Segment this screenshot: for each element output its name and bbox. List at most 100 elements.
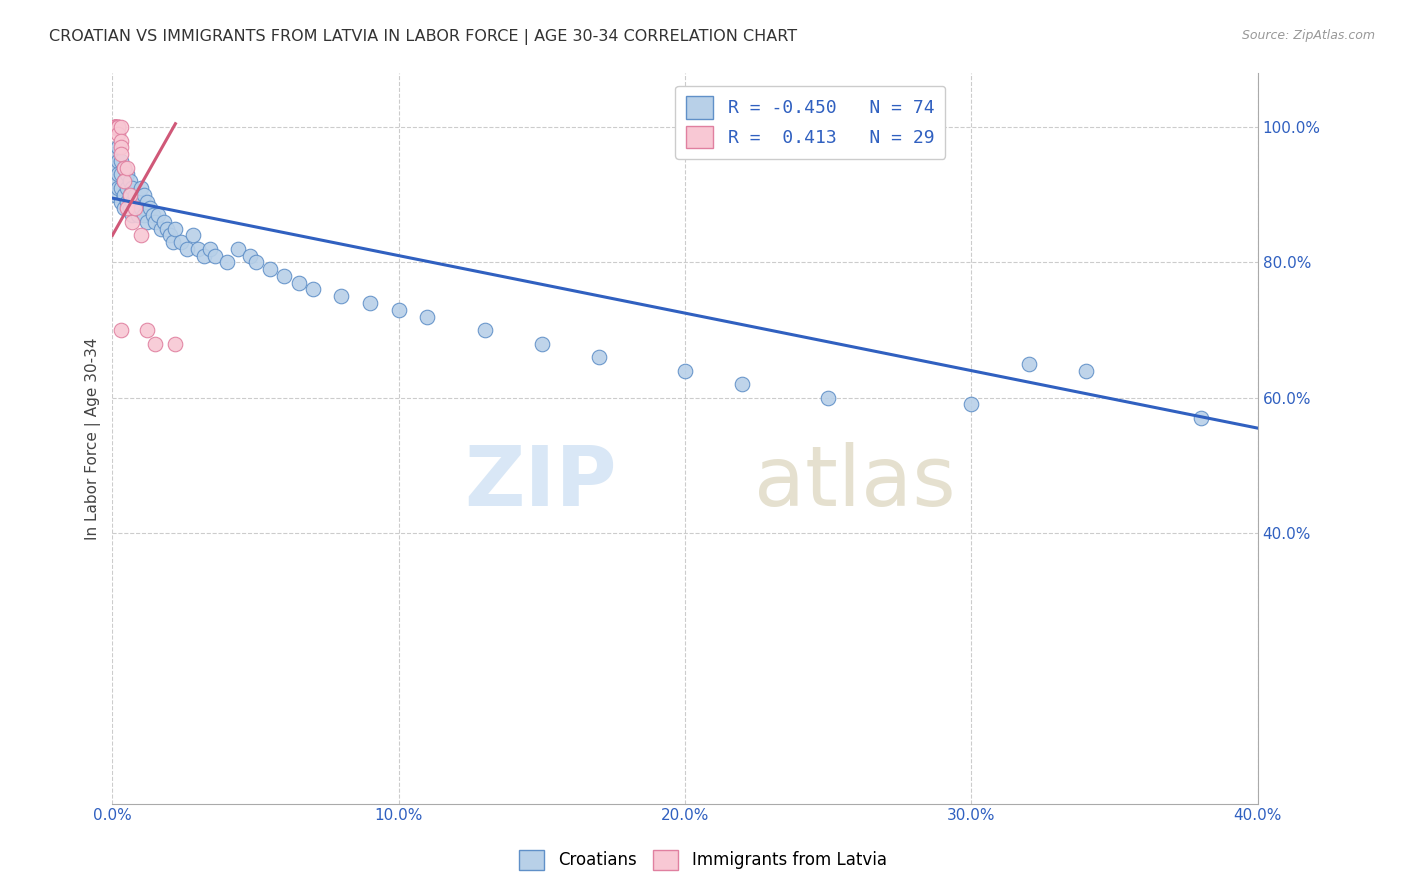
Point [107,153,129,168]
Point [159,228,181,243]
Point [110,147,132,161]
Point [121,181,143,195]
Point [110,134,132,148]
Point [181,228,204,243]
Point [135,323,157,337]
Point [198,242,221,256]
Point [107,120,129,134]
Point [107,140,129,154]
Point [104,161,127,175]
Point [302,283,325,297]
Point [104,120,127,134]
Point [104,120,127,134]
Point [118,187,141,202]
Point [112,161,135,175]
Point [110,120,132,134]
Point [121,194,143,209]
Point [388,302,411,317]
Point [228,242,250,256]
Text: CROATIAN VS IMMIGRANTS FROM LATVIA IN LABOR FORCE | AGE 30-34 CORRELATION CHART: CROATIAN VS IMMIGRANTS FROM LATVIA IN LA… [49,29,797,45]
Point [132,208,155,222]
Point [118,174,141,188]
Point [107,120,129,134]
Point [215,255,238,269]
Point [245,255,267,269]
Point [124,202,146,216]
Point [176,242,198,256]
Point [121,208,143,222]
Point [110,140,132,154]
Point [530,336,553,351]
Point [112,174,135,188]
Point [817,391,839,405]
Point [135,215,157,229]
Point [129,181,152,195]
Point [104,174,127,188]
Point [112,187,135,202]
Point [287,276,309,290]
Point [104,120,127,134]
Point [239,249,262,263]
Point [107,181,129,195]
Point [138,202,160,216]
Text: ZIP: ZIP [464,442,616,523]
Point [124,187,146,202]
Point [588,350,610,364]
Point [107,120,129,134]
Point [193,249,215,263]
Point [115,161,138,175]
Point [112,202,135,216]
Point [112,161,135,175]
Point [960,397,983,411]
Y-axis label: In Labor Force | Age 30-34: In Labor Force | Age 30-34 [86,337,101,540]
Point [107,127,129,141]
Point [187,242,209,256]
Point [104,120,127,134]
Point [165,336,187,351]
Point [129,228,152,243]
Point [141,208,163,222]
Point [731,377,754,392]
Point [107,120,129,134]
Point [104,120,127,134]
Point [115,194,138,209]
Point [1074,364,1097,378]
Legend: R = -0.450   N = 74, R =  0.413   N = 29: R = -0.450 N = 74, R = 0.413 N = 29 [675,86,945,159]
Point [132,187,155,202]
Point [204,249,226,263]
Point [1189,411,1212,425]
Text: Source: ZipAtlas.com: Source: ZipAtlas.com [1241,29,1375,42]
Point [1018,357,1040,371]
Point [127,194,149,209]
Point [115,168,138,182]
Legend: Croatians, Immigrants from Latvia: Croatians, Immigrants from Latvia [513,843,893,877]
Point [673,364,696,378]
Point [104,120,127,134]
Point [104,147,127,161]
Point [150,221,173,235]
Point [104,120,127,134]
Point [165,221,187,235]
Point [115,202,138,216]
Point [110,181,132,195]
Point [148,208,170,222]
Point [110,168,132,182]
Point [110,194,132,209]
Point [110,153,132,168]
Point [104,120,127,134]
Point [118,202,141,216]
Point [118,187,141,202]
Point [170,235,193,249]
Point [145,336,167,351]
Point [127,208,149,222]
Point [110,323,132,337]
Point [153,215,176,229]
Point [135,194,157,209]
Point [162,235,184,249]
Point [112,174,135,188]
Point [330,289,353,303]
Point [359,296,381,310]
Point [156,221,179,235]
Point [129,202,152,216]
Point [124,202,146,216]
